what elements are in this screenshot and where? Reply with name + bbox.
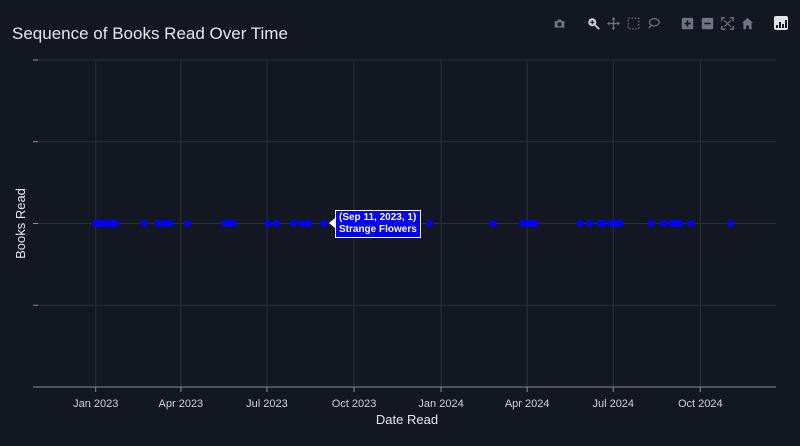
zoom-in-icon[interactable]: [680, 16, 694, 30]
x-tick-label: Oct 2024: [678, 398, 723, 410]
data-point[interactable]: [599, 219, 607, 228]
camera-icon[interactable]: [552, 16, 566, 30]
horizontal-gridlines: [38, 59, 776, 306]
data-point[interactable]: [531, 219, 539, 228]
data-point[interactable]: [518, 219, 527, 228]
hover-tooltip: (Sep 11, 2023, 1) Strange Flowers: [335, 210, 421, 238]
y-axis-title: Books Read: [13, 188, 28, 259]
chart-title: Sequence of Books Read Over Time: [12, 24, 288, 43]
plotly-logo-icon[interactable]: [774, 16, 788, 30]
data-point[interactable]: [675, 219, 684, 228]
zoom-icon[interactable]: [586, 16, 600, 30]
box-select-icon[interactable]: [626, 16, 640, 30]
data-point[interactable]: [183, 219, 192, 228]
x-axis-title: Date Read: [376, 412, 438, 427]
data-point[interactable]: [140, 219, 148, 228]
x-tick-label: Jan 2023: [73, 398, 118, 410]
x-tick-label: Jul 2023: [246, 398, 288, 410]
data-point[interactable]: [586, 219, 594, 228]
tooltip-arrow: [329, 218, 335, 228]
data-point[interactable]: [687, 219, 695, 228]
pan-icon[interactable]: [606, 16, 620, 30]
x-tick-label: Apr 2024: [505, 398, 550, 410]
x-tick-label: Oct 2023: [332, 398, 377, 410]
modebar: [552, 16, 788, 30]
data-point[interactable]: [726, 219, 735, 228]
autoscale-icon[interactable]: [720, 16, 734, 30]
data-point[interactable]: [111, 219, 120, 228]
x-tick-label: Apr 2023: [159, 398, 204, 410]
data-point[interactable]: [165, 219, 174, 228]
data-point[interactable]: [426, 219, 434, 228]
data-point[interactable]: [154, 219, 162, 228]
tooltip-coordinates: (Sep 11, 2023, 1): [339, 212, 417, 223]
data-point[interactable]: [320, 219, 328, 228]
data-point[interactable]: [289, 219, 298, 228]
data-point[interactable]: [229, 219, 237, 228]
scatter-points: [92, 219, 735, 228]
lasso-select-icon[interactable]: [646, 16, 660, 30]
data-point[interactable]: [305, 219, 313, 228]
data-point[interactable]: [616, 219, 624, 228]
y-axis-ticks: [33, 59, 38, 388]
x-axis-ticks: Jan 2023 Apr 2023 Jul 2023 Oct 2023 Jan 2024…: [73, 387, 723, 410]
home-icon[interactable]: [740, 16, 754, 30]
data-point[interactable]: [298, 219, 306, 228]
x-tick-label: Jan 2024: [418, 398, 463, 410]
data-point[interactable]: [647, 219, 655, 228]
data-point[interactable]: [99, 219, 107, 228]
data-point[interactable]: [659, 219, 668, 228]
data-point[interactable]: [576, 219, 584, 228]
zoom-out-icon[interactable]: [700, 16, 714, 30]
data-point[interactable]: [272, 219, 281, 228]
x-tick-label: Jul 2024: [592, 398, 634, 410]
tooltip-book-title: Strange Flowers: [339, 224, 417, 235]
data-point[interactable]: [264, 219, 272, 228]
data-point[interactable]: [489, 219, 497, 228]
